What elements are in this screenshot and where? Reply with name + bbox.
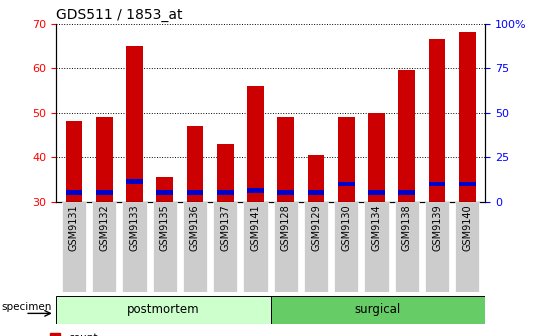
Bar <box>398 191 415 195</box>
Bar <box>338 181 354 186</box>
Bar <box>217 191 234 195</box>
Text: GSM9141: GSM9141 <box>251 204 261 251</box>
Bar <box>368 113 385 202</box>
Bar <box>368 191 385 195</box>
Bar <box>66 121 82 202</box>
Bar <box>96 117 113 202</box>
Bar <box>271 296 485 324</box>
Text: GDS511 / 1853_at: GDS511 / 1853_at <box>56 8 182 23</box>
Text: GSM9133: GSM9133 <box>129 204 140 251</box>
Bar <box>334 202 358 292</box>
Bar <box>273 202 298 292</box>
Bar <box>459 32 475 202</box>
Bar <box>429 39 445 202</box>
Bar <box>92 202 116 292</box>
Bar <box>277 117 294 202</box>
Bar <box>307 155 324 202</box>
Text: GSM9138: GSM9138 <box>402 204 412 251</box>
Bar <box>187 191 203 195</box>
Bar <box>156 177 173 202</box>
Bar <box>429 181 445 186</box>
Legend: count, percentile rank within the sample: count, percentile rank within the sample <box>50 333 244 336</box>
Text: GSM9134: GSM9134 <box>372 204 382 251</box>
Bar <box>213 202 237 292</box>
Bar <box>277 191 294 195</box>
Text: GSM9136: GSM9136 <box>190 204 200 251</box>
Text: GSM9131: GSM9131 <box>69 204 79 251</box>
Bar <box>307 191 324 195</box>
Text: GSM9132: GSM9132 <box>99 204 109 251</box>
Bar <box>126 179 143 184</box>
Bar <box>66 191 82 195</box>
Bar <box>247 86 264 202</box>
Bar <box>364 202 388 292</box>
Bar <box>56 296 271 324</box>
Text: GSM9137: GSM9137 <box>220 204 230 251</box>
Bar <box>187 126 203 202</box>
Bar <box>153 202 177 292</box>
Bar <box>247 188 264 193</box>
Bar <box>156 191 173 195</box>
Text: GSM9130: GSM9130 <box>341 204 352 251</box>
Bar <box>243 202 268 292</box>
Bar <box>304 202 328 292</box>
Text: GSM9140: GSM9140 <box>463 204 472 251</box>
Bar <box>62 202 86 292</box>
Bar <box>122 202 147 292</box>
Bar <box>217 144 234 202</box>
Text: GSM9139: GSM9139 <box>432 204 442 251</box>
Text: GSM9128: GSM9128 <box>281 204 291 251</box>
Text: surgical: surgical <box>355 303 401 317</box>
Bar <box>338 117 354 202</box>
Text: specimen: specimen <box>1 301 51 311</box>
Bar <box>183 202 207 292</box>
Bar <box>425 202 449 292</box>
Text: postmortem: postmortem <box>127 303 200 317</box>
Bar <box>455 202 479 292</box>
Bar <box>395 202 419 292</box>
Bar <box>398 70 415 202</box>
Text: GSM9129: GSM9129 <box>311 204 321 251</box>
Text: GSM9135: GSM9135 <box>160 204 170 251</box>
Bar <box>96 191 113 195</box>
Bar <box>126 46 143 202</box>
Bar <box>459 181 475 186</box>
